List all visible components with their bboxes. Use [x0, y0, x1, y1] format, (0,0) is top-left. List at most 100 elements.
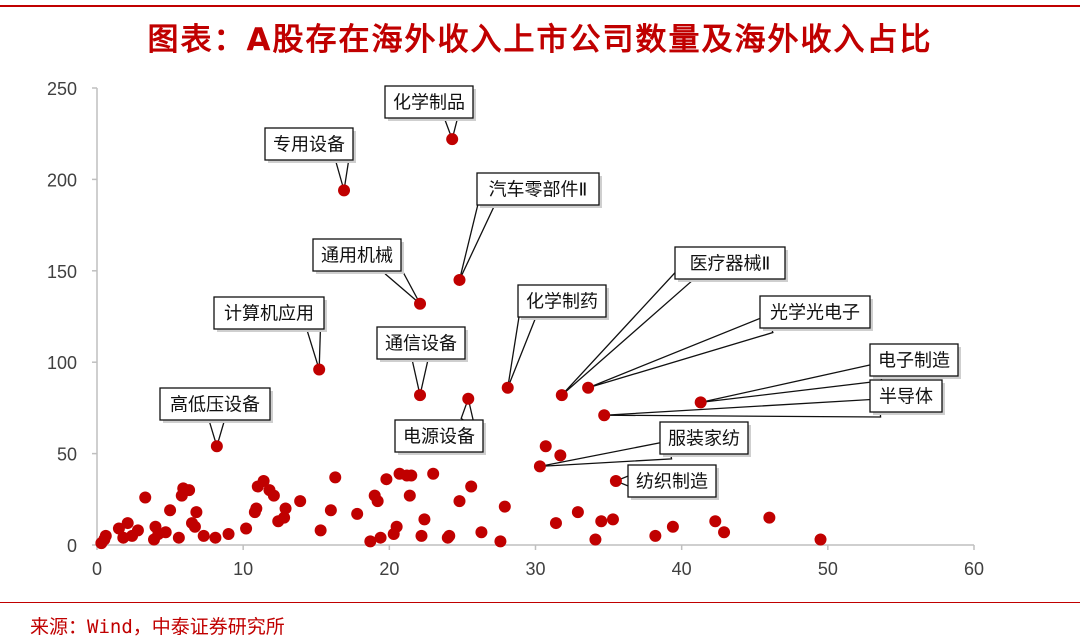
axes: 0 10 20 30 40 50 60 0 50 100 150 200 250	[47, 79, 984, 579]
annotation-label: 电子制造	[878, 351, 950, 372]
data-point	[418, 513, 431, 526]
data-point	[453, 495, 466, 508]
annotation-leaders	[207, 107, 883, 491]
y-tick-label: 150	[47, 262, 77, 282]
data-point	[709, 515, 722, 528]
data-point	[371, 495, 384, 508]
data-point	[250, 502, 263, 515]
y-tick-label: 200	[47, 170, 77, 190]
data-point	[390, 520, 403, 533]
callout-box	[384, 85, 474, 119]
annotation-label: 高低压设备	[170, 395, 260, 416]
data-point	[589, 533, 602, 546]
annotation-callout: 光学光电子	[759, 295, 873, 331]
data-point	[183, 484, 196, 497]
callout-box	[517, 284, 607, 318]
y-tick-label: 50	[57, 445, 77, 465]
data-point	[164, 504, 177, 517]
annotation-label: 汽车零部件Ⅱ	[489, 180, 588, 201]
data-point	[763, 511, 776, 524]
annotation-callout: 半导体	[869, 379, 945, 415]
annotated-point	[210, 440, 223, 453]
annotation-label: 通用机械	[321, 246, 393, 267]
callout-box	[627, 464, 717, 498]
data-point	[475, 526, 488, 539]
data-point	[324, 504, 337, 517]
annotated-point	[462, 392, 475, 405]
callout-box	[376, 326, 466, 360]
x-tick-label: 0	[92, 559, 102, 579]
footer-rule	[0, 602, 1080, 603]
annotated-point	[313, 363, 326, 376]
annotation-callout: 通用机械	[312, 238, 404, 274]
annotation-callout: 高低压设备	[159, 387, 273, 423]
callout-box	[264, 127, 354, 161]
data-point	[197, 529, 210, 542]
annotated-point	[609, 475, 622, 488]
data-point	[351, 507, 364, 520]
source-note: 来源：Wind，中泰证券研究所	[30, 616, 285, 638]
annotation-label: 医疗器械Ⅱ	[690, 254, 771, 275]
y-tick-label: 0	[67, 536, 77, 556]
data-point	[443, 529, 456, 542]
annotation-label: 计算机应用	[224, 304, 314, 325]
data-point	[427, 467, 440, 480]
callout-box	[869, 379, 943, 413]
annotated-point	[555, 389, 568, 402]
data-point	[718, 526, 731, 539]
data-point	[99, 529, 112, 542]
annotation-callout: 计算机应用	[213, 296, 327, 332]
annotated-point	[446, 133, 459, 146]
data-point	[494, 535, 507, 548]
annotation-label: 半导体	[879, 387, 933, 408]
data-point	[374, 531, 387, 544]
y-tick-label: 250	[47, 79, 77, 99]
data-point	[131, 524, 144, 537]
data-point	[606, 513, 619, 526]
callout-box	[674, 246, 786, 280]
annotation-callout: 医疗器械Ⅱ	[674, 246, 788, 282]
x-tick-label: 50	[818, 559, 838, 579]
annotation-label: 通信设备	[385, 334, 457, 355]
y-tick-label: 100	[47, 353, 77, 373]
callout-box	[159, 387, 271, 421]
x-tick-label: 40	[672, 559, 692, 579]
data-point	[209, 531, 222, 544]
annotation-label: 专用设备	[273, 135, 345, 156]
annotation-callout: 电子制造	[869, 343, 961, 379]
data-point	[139, 491, 152, 504]
data-point	[172, 531, 185, 544]
data-point	[415, 529, 428, 542]
callout-box	[394, 419, 484, 453]
callout-box	[476, 172, 600, 206]
data-point	[190, 506, 203, 519]
annotated-point	[414, 389, 427, 402]
annotation-callout: 化学制药	[517, 284, 609, 320]
chart-title: 图表：A股存在海外收入上市公司数量及海外收入占比	[147, 22, 933, 58]
data-point	[257, 475, 270, 488]
title-bar: 图表：A股存在海外收入上市公司数量及海外收入占比	[0, 0, 1080, 60]
data-point	[539, 440, 552, 453]
data-point	[222, 528, 235, 541]
data-point	[571, 506, 584, 519]
data-point	[329, 471, 342, 484]
annotation-callout: 专用设备	[264, 127, 356, 163]
callout-box	[759, 295, 871, 329]
annotation-callout: 汽车零部件Ⅱ	[476, 172, 602, 208]
data-point	[814, 533, 827, 546]
title-top-rule	[0, 5, 1080, 7]
annotation-callout: 电源设备	[394, 419, 486, 455]
annotation-pointer	[604, 398, 882, 418]
x-tick-label: 10	[233, 559, 253, 579]
annotated-point	[414, 297, 427, 310]
annotated-point	[582, 381, 595, 394]
annotation-pointer	[507, 307, 537, 389]
data-point	[465, 480, 478, 493]
annotation-label: 纺织制造	[636, 472, 708, 493]
scatter-chart: 0 10 20 30 40 50 60 0 50 100 150 200 250 化学制品专用设备汽车零…	[47, 79, 984, 579]
callout-box	[869, 343, 959, 377]
annotation-callout: 服装家纺	[659, 421, 751, 457]
annotation-label: 化学制品	[393, 93, 465, 114]
data-point	[364, 535, 377, 548]
